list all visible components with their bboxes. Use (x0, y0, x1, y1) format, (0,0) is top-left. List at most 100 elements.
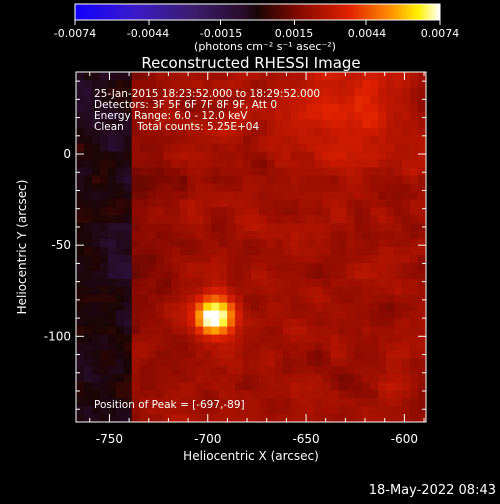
heatmap-cell (322, 358, 332, 367)
heatmap-cell (76, 286, 85, 296)
heatmap-cell (139, 286, 149, 296)
heatmap-cell (258, 191, 268, 200)
heatmap-cell (107, 310, 117, 320)
heatmap-cell (123, 207, 133, 216)
heatmap-cell (298, 398, 308, 407)
heatmap-cell (243, 398, 252, 407)
heatmap-cell (346, 231, 355, 240)
heatmap-cell (179, 79, 188, 89)
heatmap-cell (322, 414, 332, 422)
heatmap-cell (243, 318, 252, 328)
heatmap-cell (410, 366, 419, 375)
heatmap-cell (330, 358, 340, 367)
heatmap-cell (235, 270, 244, 280)
heatmap-cell (203, 358, 212, 367)
y-axis-label: Heliocentric Y (arcsec) (15, 180, 29, 315)
heatmap-cell (139, 262, 149, 272)
heatmap-cell (298, 151, 308, 161)
heatmap-cell (378, 262, 387, 272)
heatmap-cell (195, 318, 204, 328)
heatmap-cell (282, 374, 292, 383)
heatmap-cell (394, 326, 403, 336)
heatmap-cell (402, 127, 411, 137)
heatmap-cell (354, 247, 363, 256)
heatmap-cell (91, 247, 101, 256)
heatmap-cell (378, 247, 387, 256)
heatmap-cell (219, 270, 228, 280)
heatmap-cell (410, 95, 419, 105)
heatmap-cell (219, 350, 228, 359)
heatmap-cell (410, 223, 419, 232)
heatmap-cell (139, 247, 149, 256)
heatmap-cell (171, 390, 180, 399)
heatmap-cell (139, 374, 149, 383)
heatmap-cell (83, 270, 93, 280)
heatmap-cell (179, 302, 188, 312)
heatmap-cell (402, 191, 411, 200)
heatmap-cell (76, 183, 85, 192)
heatmap-cell (155, 151, 165, 161)
heatmap-cell (195, 135, 204, 145)
heatmap-cell (362, 254, 371, 264)
heatmap-cell (219, 342, 228, 351)
heatmap-cell (163, 95, 173, 105)
heatmap-cell (243, 390, 252, 399)
heatmap-cell (418, 103, 426, 113)
heatmap-cell (203, 318, 212, 328)
heatmap-cell (83, 183, 93, 192)
heatmap-cell (203, 207, 212, 216)
heatmap-cell (195, 103, 204, 113)
heatmap-cell (203, 95, 212, 105)
heatmap-cell (410, 239, 419, 248)
heatmap-cell (99, 302, 109, 312)
heatmap-cell (290, 151, 300, 161)
heatmap-cell (123, 215, 133, 224)
heatmap-cell (258, 127, 268, 137)
heatmap-cell (298, 406, 308, 415)
heatmap-cell (83, 414, 93, 422)
heatmap-cell (354, 374, 363, 383)
heatmap-cell (362, 103, 371, 113)
heatmap-cell (314, 135, 324, 145)
heatmap-cell (179, 342, 188, 351)
heatmap-cell (410, 151, 419, 161)
heatmap-cell (251, 286, 260, 296)
heatmap-cell (163, 175, 173, 184)
heatmap-cell (195, 119, 204, 129)
heatmap-cell (314, 342, 324, 351)
heatmap-cell (322, 406, 332, 415)
heatmap-cell (83, 223, 93, 232)
heatmap-cell (410, 143, 419, 153)
heatmap-cell (330, 111, 340, 121)
heatmap-cell (282, 191, 292, 200)
heatmap-cell (83, 374, 93, 383)
heatmap-cell (91, 382, 101, 391)
heatmap-cell (163, 159, 173, 169)
heatmap-cell (322, 111, 332, 121)
heatmap-cell (298, 302, 308, 312)
heatmap-cell (187, 342, 196, 351)
heatmap-cell (139, 350, 149, 359)
heatmap-cell (410, 87, 419, 97)
heatmap-cell (147, 366, 157, 375)
heatmap-cell (346, 310, 355, 320)
heatmap-cell (402, 414, 411, 422)
heatmap-cell (187, 223, 196, 232)
heatmap-cell (354, 326, 363, 336)
heatmap-cell (187, 215, 196, 224)
heatmap-cell (418, 374, 426, 383)
heatmap-cell (290, 374, 300, 383)
heatmap-cell (386, 262, 395, 272)
heatmap-cell (155, 103, 165, 113)
heatmap-cell (235, 103, 244, 113)
heatmap-cell (306, 294, 316, 304)
heatmap-cell (91, 167, 101, 176)
heatmap-cell (219, 247, 228, 256)
colorbar-tick-label-5: 0.0074 (421, 27, 460, 40)
heatmap-cell (402, 278, 411, 288)
heatmap-cell (251, 270, 260, 280)
heatmap-cell (274, 183, 284, 192)
heatmap-cell (402, 111, 411, 121)
heatmap-cell (354, 262, 363, 272)
heatmap-cell (195, 350, 204, 359)
